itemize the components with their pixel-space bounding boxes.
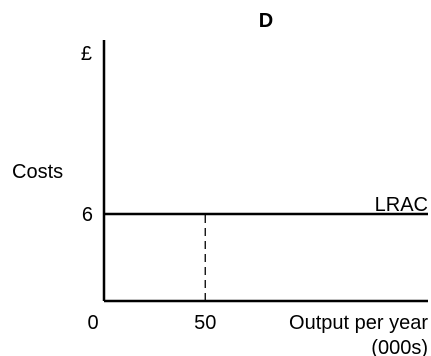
y-axis-unit-label: £ bbox=[81, 43, 92, 65]
axes-layer bbox=[102, 40, 428, 303]
chart-title: D bbox=[259, 10, 273, 32]
origin-label: 0 bbox=[87, 312, 98, 334]
series-label-lrac: LRAC bbox=[375, 194, 428, 216]
x-tick-label: 50 bbox=[194, 312, 216, 334]
x-axis-label-line-2: (000s) bbox=[371, 337, 428, 356]
x-axis-label-line-1: Output per year bbox=[289, 312, 428, 334]
tick-layer: 50 6 bbox=[82, 204, 217, 334]
y-axis-label: Costs bbox=[12, 161, 63, 183]
y-tick-label: 6 bbox=[82, 204, 93, 226]
